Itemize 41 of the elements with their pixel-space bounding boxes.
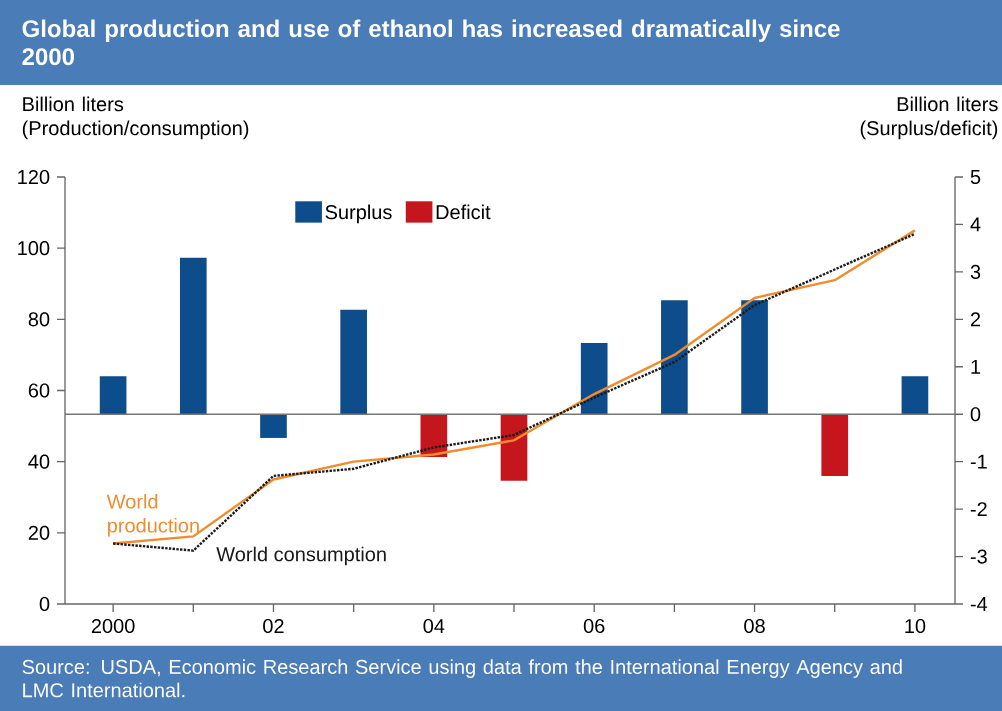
x-tick-label: 06	[583, 618, 605, 634]
x-tick-label: 08	[744, 618, 765, 634]
bar	[260, 414, 287, 438]
source-note: Source: USDA, Economic Research Service using data from the International Energy Agency and LMC International.	[22, 659, 902, 698]
y2-tick-label: -1	[970, 454, 987, 469]
y-tick-label: 0	[39, 596, 50, 612]
y-tick-label: 60	[28, 383, 50, 398]
y2-axis-title: Billion liters (Surplus/deficit)	[860, 96, 998, 140]
y2-tick-label: -2	[970, 502, 987, 517]
bar	[179, 257, 207, 415]
y-tick-label: 20	[28, 525, 50, 540]
x-tick-label: 02	[263, 618, 284, 634]
y-tick-label: 40	[28, 454, 50, 469]
bar	[580, 343, 608, 415]
bar	[661, 300, 688, 415]
y2-tick-label: 0	[970, 407, 981, 422]
y2-tick-label: 4	[970, 217, 981, 232]
y2-tick-label: 5	[970, 170, 981, 184]
bar	[821, 414, 849, 476]
y-axis-title: Billion liters (Production/consumption)	[22, 96, 249, 140]
bar	[500, 414, 528, 481]
y2-tick-label: -3	[970, 549, 987, 564]
y-tick-label: 120	[18, 169, 50, 185]
y-tick-label: 100	[18, 241, 50, 256]
legend-label: Deficit	[436, 204, 491, 220]
bar	[340, 309, 367, 415]
bar	[901, 376, 929, 415]
y2-tick-label: 3	[970, 264, 981, 279]
y2-tick-label: 1	[971, 359, 981, 374]
bar	[99, 376, 127, 415]
series-label: World production	[106, 493, 199, 537]
x-tick-label: 2000	[91, 618, 135, 634]
series-label: World consumption	[216, 546, 386, 566]
y-tick-label: 80	[28, 312, 50, 327]
legend-label: Surplus	[325, 204, 392, 224]
x-tick-label: 04	[423, 618, 445, 634]
y2-tick-label: 2	[970, 312, 981, 327]
x-tick-label: 10	[905, 618, 926, 634]
bar	[741, 300, 768, 415]
chart-title: Global production and use of ethanol has increased dramatically since 2000	[22, 19, 840, 66]
y2-tick-label: -4	[970, 597, 988, 611]
